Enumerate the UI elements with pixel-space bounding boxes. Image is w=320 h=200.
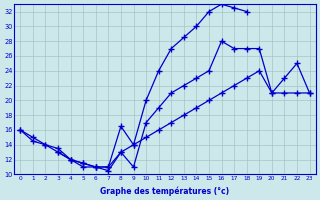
X-axis label: Graphe des températures (°c): Graphe des températures (°c): [100, 186, 229, 196]
